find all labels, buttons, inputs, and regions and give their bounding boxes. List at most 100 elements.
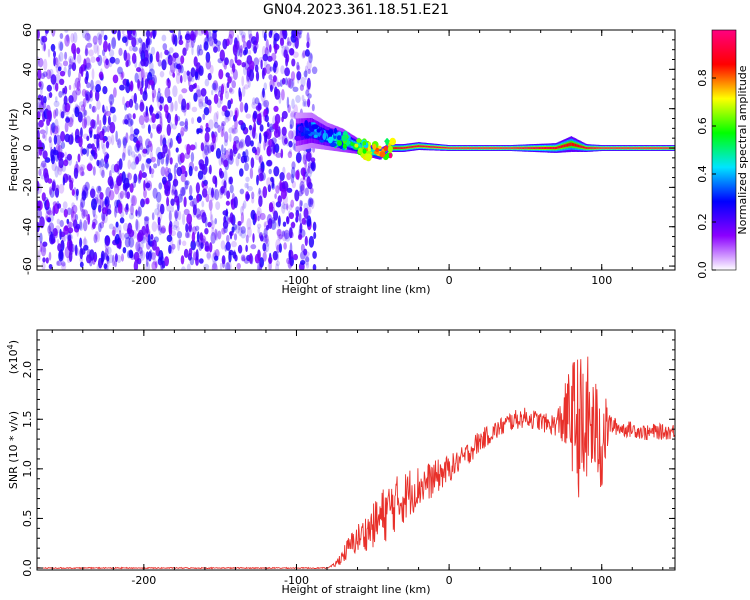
noise-cell: [130, 119, 134, 126]
spectrogram-frame: [36, 29, 676, 271]
noise-cell: [302, 100, 306, 107]
noise-cell: [206, 34, 210, 42]
noise-cell: [114, 253, 118, 263]
noise-cell: [278, 215, 281, 227]
noise-cell: [169, 101, 174, 113]
snr-x-axis-title: Height of straight line (km): [281, 583, 430, 596]
noise-cell: [245, 244, 248, 252]
noise-cell: [59, 109, 63, 119]
ridge-cell: [311, 124, 319, 130]
noise-cell: [106, 208, 112, 215]
ridge-cell: [362, 141, 367, 146]
noise-cell: [160, 156, 165, 165]
ridge-cell: [520, 147, 523, 149]
noise-cell: [145, 117, 150, 123]
noise-cell: [206, 252, 211, 259]
noise-cell: [224, 131, 229, 143]
ridge-cell: [453, 147, 455, 149]
noise-cell: [48, 264, 53, 270]
noise-cell: [307, 162, 312, 169]
noise-cell: [115, 233, 120, 245]
ridge-cell: [431, 146, 433, 148]
noise-cell: [248, 69, 255, 82]
noise-cell: [307, 197, 314, 208]
noise-cell: [298, 224, 302, 235]
noise-cell: [99, 119, 102, 131]
noise-cell: [141, 236, 147, 244]
noise-cell: [71, 61, 74, 70]
noise-cell: [288, 249, 291, 261]
noise-cell: [255, 105, 262, 111]
ridge-cell: [387, 145, 393, 153]
noise-cell: [255, 70, 260, 82]
noise-cell: [298, 190, 303, 197]
noise-cell: [281, 110, 288, 120]
noise-cell: [122, 96, 125, 106]
ridge-cell: [316, 128, 319, 137]
noise-cell: [259, 171, 266, 181]
noise-cell: [160, 51, 163, 59]
ridge-cell: [667, 147, 669, 149]
noise-cell: [268, 168, 272, 175]
noise-cell: [92, 105, 95, 113]
noise-cell: [229, 231, 233, 240]
noise-cell: [204, 228, 209, 235]
noise-cell: [160, 261, 165, 269]
noise-cell: [288, 204, 293, 211]
noise-cell: [303, 248, 308, 256]
noise-cell: [181, 266, 186, 270]
ridge-cell: [379, 151, 386, 158]
ridge-cell: [334, 127, 337, 134]
noise-cell: [182, 213, 186, 226]
noise-cell: [218, 155, 223, 166]
noise-cell: [108, 57, 113, 68]
noise-cell: [102, 86, 108, 95]
ridge-cell: [501, 147, 503, 149]
ridge-cell: [553, 147, 556, 150]
noise-cell: [92, 147, 98, 159]
noise-cell: [189, 257, 195, 266]
noise-cell: [173, 62, 179, 69]
noise-cell: [286, 96, 290, 109]
ridge-cell: [459, 147, 462, 149]
noise-cell: [172, 54, 177, 64]
noise-cell: [220, 128, 224, 138]
noise-cell: [248, 49, 252, 55]
noise-cell: [63, 225, 69, 235]
noise-cell: [274, 143, 280, 153]
noise-cell: [152, 187, 158, 199]
noise-cell: [141, 172, 147, 178]
noise-cell: [169, 157, 173, 165]
noise-cell: [128, 45, 134, 52]
noise-cell: [137, 229, 144, 242]
noise-cell: [84, 181, 90, 191]
noise-cell: [55, 134, 62, 145]
noise-cell: [78, 71, 81, 83]
noise-cell: [284, 67, 290, 77]
noise-cell: [233, 224, 237, 231]
ridge-cell: [421, 145, 424, 148]
noise-cell: [134, 72, 139, 83]
noise-cell: [231, 80, 236, 89]
ridge-cell: [416, 145, 419, 148]
noise-cell: [173, 174, 177, 185]
noise-cell: [209, 242, 213, 253]
noise-cell: [146, 162, 151, 170]
noise-cell: [214, 255, 219, 261]
ridge-cell: [640, 147, 642, 149]
noise-cell: [286, 172, 292, 181]
noise-cell: [208, 119, 214, 130]
noise-cell: [282, 221, 287, 227]
noise-cell: [158, 250, 164, 261]
ridge-cell: [464, 147, 466, 149]
noise-cell: [188, 75, 191, 87]
noise-cell: [41, 40, 46, 52]
noise-cell: [164, 187, 169, 196]
noise-cell: [261, 232, 268, 242]
y-tick-label: 20: [21, 102, 34, 116]
noise-cell: [53, 134, 58, 145]
noise-cell: [180, 255, 185, 265]
noise-cell: [142, 148, 148, 154]
noise-cell: [277, 81, 281, 88]
noise-cell: [188, 225, 193, 233]
